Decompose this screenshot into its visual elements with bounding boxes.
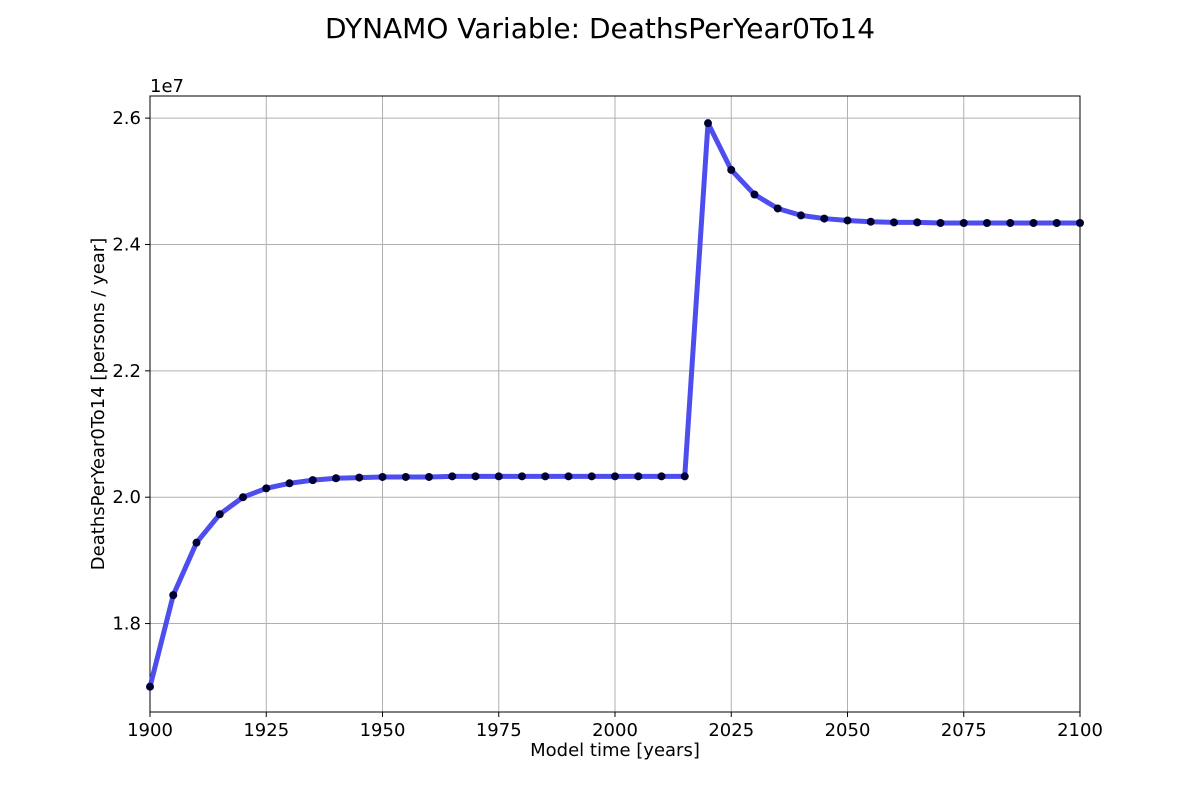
data-point (890, 218, 898, 227)
x-tick-label: 1900 (127, 720, 173, 741)
data-point (936, 218, 945, 227)
data-point (913, 218, 922, 227)
data-point (750, 190, 759, 199)
data-point (611, 472, 619, 481)
data-point (494, 472, 503, 481)
data-point (843, 216, 852, 225)
y-axis-label: DeathsPerYear0To14 [persons / year] (88, 238, 109, 570)
x-tick-label: 1975 (476, 720, 522, 741)
x-tick-label: 1950 (360, 720, 406, 741)
data-point (518, 472, 526, 481)
chart-title: DYNAMO Variable: DeathsPerYear0To14 (325, 12, 875, 45)
data-point (657, 472, 666, 481)
data-point (146, 682, 154, 691)
data-point (262, 484, 271, 493)
x-axis-label: Model time [years] (530, 740, 700, 761)
data-point (332, 474, 340, 483)
x-tick-label: 1925 (243, 720, 289, 741)
data-point (704, 119, 712, 128)
data-point (285, 479, 294, 488)
data-point (797, 211, 805, 220)
y-tick-label: 1.8 (112, 614, 141, 635)
axis-ticks: 1900 1925 1950 1975 2000 2025 2050 2075 2100 1.8 2… (112, 108, 1103, 741)
data-point (239, 493, 247, 502)
data-point (401, 472, 410, 481)
y-tick-label: 2.0 (112, 487, 141, 508)
data-point (192, 538, 201, 547)
data-point (169, 591, 178, 600)
x-tick-label: 2025 (708, 720, 754, 741)
data-point (355, 473, 364, 482)
data-point (773, 204, 782, 213)
data-point (448, 472, 457, 481)
data-point (308, 476, 317, 485)
x-tick-label: 2100 (1057, 720, 1103, 741)
y-tick-label: 2.2 (112, 361, 141, 382)
x-tick-label: 2075 (941, 720, 987, 741)
data-point (1029, 218, 1038, 227)
y-tick-label: 2.6 (112, 108, 141, 129)
x-tick-label: 2050 (825, 720, 871, 741)
data-point (866, 217, 875, 226)
data-point (959, 218, 968, 227)
data-point (634, 472, 643, 481)
y-tick-label: 2.4 (112, 234, 141, 255)
data-point (425, 472, 433, 481)
data-point (1006, 218, 1015, 227)
y-axis-offset-label: 1e7 (150, 76, 184, 97)
data-point (215, 510, 224, 519)
data-point (680, 472, 689, 481)
data-point (471, 472, 480, 481)
data-point (378, 472, 387, 481)
data-point (727, 165, 736, 174)
x-tick-label: 2000 (592, 720, 638, 741)
data-point (983, 218, 991, 227)
data-point (587, 472, 596, 481)
grid (149, 96, 1081, 712)
data-point (541, 472, 550, 481)
data-series (146, 119, 1084, 691)
data-point (1076, 218, 1084, 227)
data-point (820, 214, 829, 223)
data-point (1052, 218, 1061, 227)
data-point (564, 472, 573, 481)
